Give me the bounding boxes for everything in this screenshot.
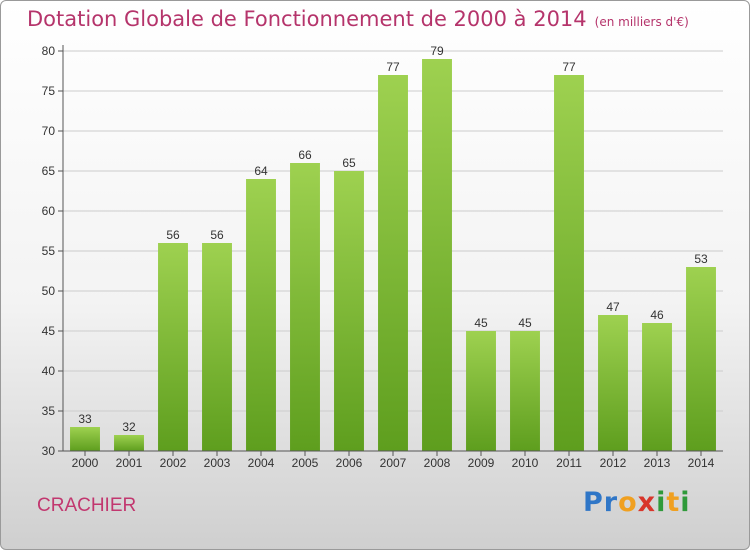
proxiti-logo: Proxiti <box>583 487 691 518</box>
bar-value-label: 45 <box>518 316 532 330</box>
title-text: Dotation Globale de Fonctionnement de 20… <box>27 7 587 31</box>
bar <box>422 59 452 451</box>
y-tick-label: 80 <box>42 44 56 58</box>
bar-value-label: 64 <box>254 164 268 178</box>
y-tick-label: 65 <box>42 164 56 178</box>
bar-value-label: 79 <box>430 44 444 58</box>
bar <box>686 267 716 451</box>
x-tick-label: 2000 <box>72 456 99 470</box>
bar-value-label: 47 <box>606 300 620 314</box>
bar-value-label: 77 <box>562 60 576 74</box>
axes: 30 35 40 45 50 55 60 65 70 75 80 <box>42 44 723 458</box>
x-tick-label: 2009 <box>468 456 495 470</box>
bar-value-label: 56 <box>210 228 224 242</box>
x-tick-label: 2005 <box>292 456 319 470</box>
bar <box>70 427 100 451</box>
bar-value-label: 32 <box>122 420 136 434</box>
x-tick-label: 2010 <box>512 456 539 470</box>
commune-name: CRACHIER <box>37 495 137 516</box>
bar <box>466 331 496 451</box>
bar-value-label: 56 <box>166 228 180 242</box>
x-tick-label: 2001 <box>116 456 143 470</box>
bar <box>158 243 188 451</box>
unit-label: (en milliers d'€) <box>594 15 689 29</box>
x-tick-label: 2003 <box>204 456 231 470</box>
bar-value-label: 46 <box>650 308 664 322</box>
bar <box>554 75 584 451</box>
x-tick-label: 2012 <box>600 456 627 470</box>
y-tick-label: 50 <box>42 284 56 298</box>
bar-value-label: 53 <box>694 252 708 266</box>
chart-title: Dotation Globale de Fonctionnement de 20… <box>27 7 689 31</box>
y-tick-label: 75 <box>42 84 56 98</box>
bar <box>246 179 276 451</box>
bar-value-label: 45 <box>474 316 488 330</box>
bar <box>510 331 540 451</box>
bar <box>202 243 232 451</box>
x-tick-label: 2007 <box>380 456 407 470</box>
x-tick-label: 2013 <box>644 456 671 470</box>
bar <box>334 171 364 451</box>
bars <box>70 59 716 451</box>
x-tick-label: 2006 <box>336 456 363 470</box>
bar-value-label: 33 <box>78 412 92 426</box>
bar-value-label: 66 <box>298 148 312 162</box>
y-tick-label: 60 <box>42 204 56 218</box>
y-tick-label: 40 <box>42 364 56 378</box>
bar <box>642 323 672 451</box>
x-tick-label: 2008 <box>424 456 451 470</box>
x-tick-label: 2011 <box>556 456 582 470</box>
bar-value-label: 77 <box>386 60 400 74</box>
y-tick-label: 35 <box>42 404 56 418</box>
y-tick-label: 55 <box>42 244 56 258</box>
bar-value-label: 65 <box>342 156 356 170</box>
y-tick-label: 45 <box>42 324 56 338</box>
bar <box>114 435 144 451</box>
labels: 33 2000 32 2001 56 2002 56 2003 64 2004 66 2005 65 20… <box>72 44 715 470</box>
x-tick-label: 2002 <box>160 456 187 470</box>
bar <box>290 163 320 451</box>
bar <box>378 75 408 451</box>
bar <box>598 315 628 451</box>
y-tick-label: 70 <box>42 124 56 138</box>
x-tick-label: 2004 <box>248 456 275 470</box>
x-tick-label: 2014 <box>688 456 715 470</box>
y-tick-label: 30 <box>42 444 56 458</box>
